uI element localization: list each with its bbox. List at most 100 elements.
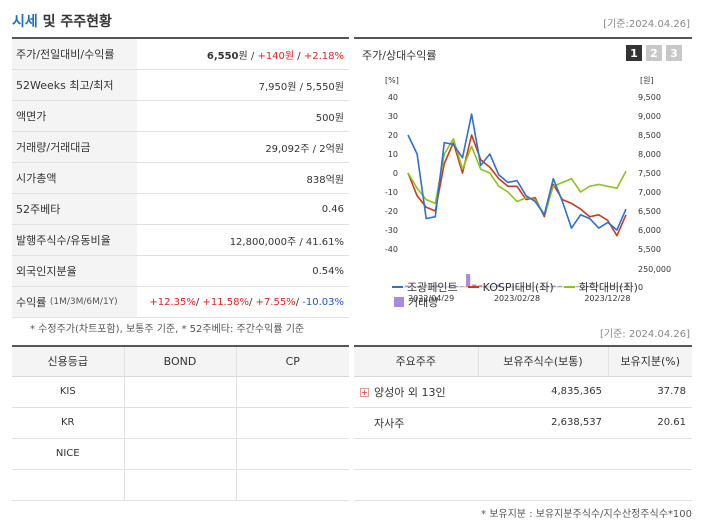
chart-tab-3[interactable]: 3 [666,45,682,61]
holder-name-cell[interactable]: + 양성아 외 13인 [354,376,478,408]
table-row [354,469,692,501]
volume-axis-tick: 250,000 [638,265,671,274]
current-price: 6,550 [206,50,239,62]
table-row: NICE [12,438,349,470]
volume-bar [545,286,550,287]
info-label: 발행주식수/유동비율 [12,225,137,255]
info-row-beta: 52주베타 0.46 [12,194,349,225]
shareholders-table: 주요주주 보유주식수(보통) 보유지분(%) + 양성아 외 13인 4,835… [354,345,692,501]
chart-title: 주가/상대수익률 [362,49,437,62]
volume-bar [527,286,532,287]
cp-cell [236,469,349,501]
column-header: 주요주주 [354,346,479,377]
bond-cell [124,376,237,408]
info-label: 52주베타 [12,194,137,224]
volume-bar [624,285,629,287]
column-header: 보유주식수(보통) [478,346,609,377]
cp-cell [236,438,349,470]
table-row: KIS [12,376,349,408]
credit-rating-table: 신용등급 BOND CP KIS KR NICE [12,345,349,501]
price-change-rate: +2.18% [303,50,344,62]
info-label: 거래량/거래대금 [12,132,137,162]
legend-swatch-series2 [467,286,479,288]
return-1m: +12.35% [149,296,196,308]
return-1y: -10.03% [302,296,344,308]
volume-bar [459,286,465,287]
pct-cell [608,438,692,470]
stock-chart: [%] [원] 40 30 20 10 0 -10 -20 -30 -40 9,500 9,000 8,5… [385,76,671,301]
left-axis-tick: 40 [388,93,398,102]
left-axis-tick: 30 [388,112,398,121]
chart-panel: 주가/상대수익률 1 2 3 [%] [원] 40 30 20 10 0 -10 -20 -30-… [354,37,692,312]
right-axis-tick: 6,000 [638,226,661,235]
right-axis-tick: 6,500 [638,207,661,216]
info-label: 시가총액 [12,163,137,193]
pct-cell: 37.78 [608,376,692,408]
info-value: 7,950원 / 5,550원 [258,81,344,93]
right-axis-tick: 7,000 [638,188,661,197]
x-axis-tick: 2023/02/28 [494,294,540,301]
info-row-par-value: 액면가 500원 [12,101,349,132]
volume-bar [435,285,440,287]
right-axis-tick: 9,500 [638,93,661,102]
chart-tab-1[interactable]: 1 [626,45,642,61]
left-axis-unit: [%] [385,76,399,85]
series-line-1 [407,113,627,231]
holders-base-date: [기준: 2024.04.26] [599,329,690,340]
volume-bar [496,284,501,287]
shares-cell: 4,835,365 [478,376,608,408]
table-row [12,469,349,501]
pct-cell: 20.61 [608,407,692,439]
expand-plus-icon[interactable]: + [360,387,369,397]
info-value: +12.35%/ +11.58%/ +7.55%/ -10.03% [149,296,344,308]
volume-axis-tick: 0 [638,283,643,292]
base-date: [기준:2024.04.26] [603,19,690,30]
right-axis-unit: [원] [640,76,654,85]
bond-cell [124,438,237,470]
info-value: 0.54% [312,265,344,277]
info-label: 52Weeks 최고/최저 [12,70,137,100]
chart-legend-volume: 거래량 [394,294,438,310]
info-value: 6,550원 / +140원 / +2.18% [206,50,344,62]
chart-tab-2[interactable]: 2 [646,45,662,61]
volume-bar [588,286,593,287]
holder-name-cell [354,469,478,501]
chart-tabs: 1 2 3 [626,45,682,61]
info-footnote: * 수정주가(차트포함), 보통주 기준, * 52주베타: 주간수익률 기준 [30,324,305,335]
return-6m: +7.55% [255,296,296,308]
info-row-shares: 발행주식수/유동비율 12,800,000주 / 41.61% [12,225,349,256]
shares-cell [478,438,608,470]
table-row: KR [12,407,349,439]
column-header: CP [236,346,349,377]
holder-name-cell [354,438,478,470]
info-value: 0.46 [321,203,344,215]
holders-footnote: * 보유지분 : 보유지분주식수/지수산정주식수*100 [481,509,692,520]
volume-bar [557,285,562,287]
table-header-row: 신용등급 BOND CP [12,346,349,377]
info-label: 주가/전일대비/수익률 [12,39,137,69]
legend-label-series1: 조광페인트 [407,281,458,294]
left-axis-tick: 10 [388,150,398,159]
legend-label-series2: KOSPI대비(좌) [482,281,554,294]
volume-bar [417,285,422,287]
cp-cell [236,407,349,439]
x-axis-tick: 2023/12/28 [584,294,630,301]
column-header: 신용등급 [12,346,125,377]
pct-cell [608,469,692,501]
agency-cell: KR [12,407,125,439]
volume-bar [551,285,556,287]
info-value: 838억원 [306,174,345,186]
volume-bar [490,286,495,287]
table-row: + 양성아 외 13인 4,835,365 37.78 [354,376,692,408]
left-axis-tick: -10 [385,188,398,197]
legend-label-series3: 화학대비(좌) [578,281,638,294]
bond-cell [124,407,237,439]
legend-swatch-series3 [563,286,575,288]
left-axis-tick: -20 [385,207,398,216]
series-line-2 [407,134,627,237]
right-axis-tick: 7,500 [638,169,661,178]
agency-cell: NICE [12,438,125,470]
column-header: 보유지분(%) [608,346,692,377]
shares-cell: 2,638,537 [478,407,608,439]
price-change: +140원 [257,50,295,62]
